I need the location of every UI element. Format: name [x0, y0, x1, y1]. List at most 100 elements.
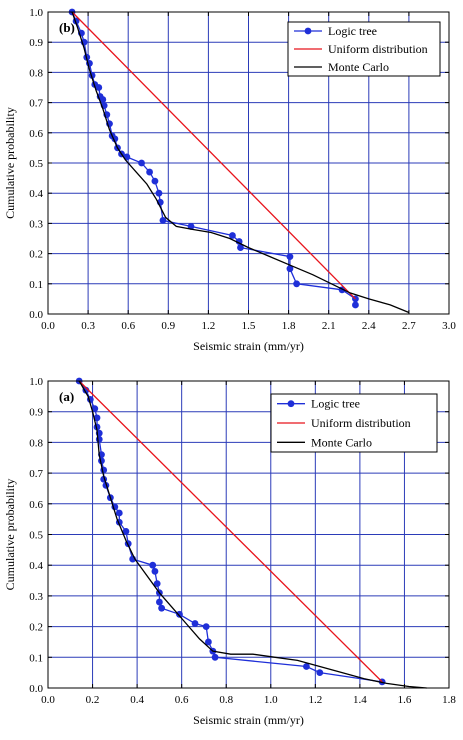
legend-label: Logic tree — [328, 24, 377, 38]
y-tick-label: 1.0 — [29, 376, 43, 388]
x-tick-label: 1.8 — [442, 694, 456, 706]
legend-label: Uniform distribution — [311, 416, 411, 430]
x-tick-label: 2.1 — [322, 320, 336, 332]
data-point — [155, 598, 163, 606]
x-tick-label: 0.3 — [81, 320, 95, 332]
data-point — [153, 580, 161, 588]
legend-marker-logic-tree — [287, 400, 295, 408]
data-point — [115, 509, 123, 517]
x-tick-label: 0.8 — [219, 694, 233, 706]
panel-label: (b) — [59, 20, 75, 35]
data-point — [352, 301, 359, 309]
y-tick-label: 0.1 — [29, 652, 43, 664]
data-point — [95, 84, 103, 91]
y-tick-label: 0.2 — [29, 622, 43, 634]
legend: Logic tree Uniform distribution Monte Carl… — [270, 393, 438, 453]
y-tick-label: 0.1 — [29, 279, 43, 291]
x-tick-label: 2.4 — [362, 320, 376, 332]
legend-label: Logic tree — [311, 397, 360, 411]
x-axis-title: Seismic strain (mm/yr) — [193, 713, 304, 727]
x-tick-label: 1.2 — [308, 694, 322, 706]
series-line-monte-carlo — [71, 11, 410, 314]
data-point — [293, 280, 301, 288]
legend-label: Uniform distribution — [328, 42, 428, 56]
x-tick-label: 0.4 — [130, 694, 144, 706]
y-tick-label: 0.5 — [29, 530, 43, 542]
data-point — [122, 528, 130, 535]
data-point — [93, 414, 101, 422]
series-monte-carlo — [71, 11, 410, 314]
y-tick-label: 0.0 — [29, 309, 43, 321]
x-tick-label: 0.6 — [121, 320, 135, 332]
chart-a: 0.0 0.2 0.4 0.6 0.8 1.0 1.2 1.4 1.6 1.8 0.0 0.1 0.2 0… — [3, 376, 456, 727]
x-tick-label: 2.7 — [402, 320, 416, 332]
data-point — [303, 663, 310, 670]
x-tick-label: 0.6 — [175, 694, 189, 706]
data-point — [146, 168, 153, 176]
y-tick-label: 0.6 — [29, 499, 43, 511]
data-point — [286, 265, 294, 273]
legend-marker-logic-tree — [304, 27, 312, 35]
y-tick-label: 0.3 — [29, 591, 43, 603]
data-point — [138, 159, 145, 167]
y-tick-label: 0.5 — [29, 158, 43, 170]
x-tick-label: 1.4 — [353, 694, 367, 706]
data-point — [91, 405, 99, 413]
y-tick-label: 0.0 — [29, 683, 43, 695]
data-point — [229, 232, 236, 239]
data-point — [95, 435, 103, 443]
y-tick-label: 0.7 — [29, 468, 43, 480]
data-point — [205, 638, 212, 646]
data-point — [316, 669, 324, 677]
y-tick-label: 0.2 — [29, 249, 43, 261]
data-point — [286, 253, 294, 261]
y-tick-label: 0.4 — [29, 560, 43, 572]
series-uniform-distribution — [71, 11, 356, 300]
legend: Logic tree Uniform distribution Monte Carl… — [287, 21, 441, 77]
y-tick-label: 0.9 — [29, 407, 43, 419]
x-tick-label: 1.6 — [398, 694, 412, 706]
series-uniform-distribution — [78, 380, 383, 683]
data-point — [191, 620, 199, 627]
x-tick-label: 0.9 — [161, 320, 175, 332]
series-line-uniform-distribution — [71, 11, 356, 300]
y-tick-label: 0.7 — [29, 98, 43, 110]
legend-label: Monte Carlo — [311, 435, 372, 449]
x-tick-label: 1.5 — [242, 320, 256, 332]
data-point — [155, 189, 163, 197]
x-tick-label: 3.0 — [442, 320, 456, 332]
x-axis-title: Seismic strain (mm/yr) — [193, 339, 304, 353]
data-point — [202, 623, 210, 630]
data-point — [151, 177, 159, 185]
series-line-uniform-distribution — [78, 380, 383, 683]
data-point — [211, 653, 219, 661]
data-point — [99, 96, 107, 103]
y-tick-label: 0.8 — [29, 67, 43, 79]
chart-b: 0.0 0.3 0.6 0.9 1.2 1.5 1.8 2.1 2.4 2.7 3.0 0.0 0.1 0… — [3, 7, 456, 353]
y-axis-title: Cumulative probability — [3, 107, 17, 219]
x-tick-label: 0.0 — [41, 320, 55, 332]
data-point — [237, 244, 244, 251]
data-point — [149, 561, 157, 569]
data-point — [187, 223, 195, 230]
data-point — [176, 610, 183, 618]
data-point — [158, 604, 166, 612]
y-tick-label: 1.0 — [29, 7, 43, 19]
x-tick-label: 1.0 — [264, 694, 278, 706]
series-line-monte-carlo — [78, 380, 427, 689]
x-tick-label: 0.0 — [41, 694, 55, 706]
data-point — [151, 567, 159, 575]
y-tick-label: 0.4 — [29, 188, 43, 200]
y-tick-label: 0.9 — [29, 37, 43, 49]
legend-label: Monte Carlo — [328, 60, 389, 74]
y-tick-label: 0.8 — [29, 437, 43, 449]
x-tick-label: 1.2 — [202, 320, 216, 332]
panel-label: (a) — [59, 389, 74, 404]
series-monte-carlo — [78, 380, 427, 689]
y-tick-label: 0.3 — [29, 218, 43, 230]
y-axis-title: Cumulative probability — [3, 479, 17, 591]
data-point — [159, 216, 167, 224]
x-tick-label: 1.8 — [282, 320, 296, 332]
x-tick-label: 0.2 — [86, 694, 100, 706]
